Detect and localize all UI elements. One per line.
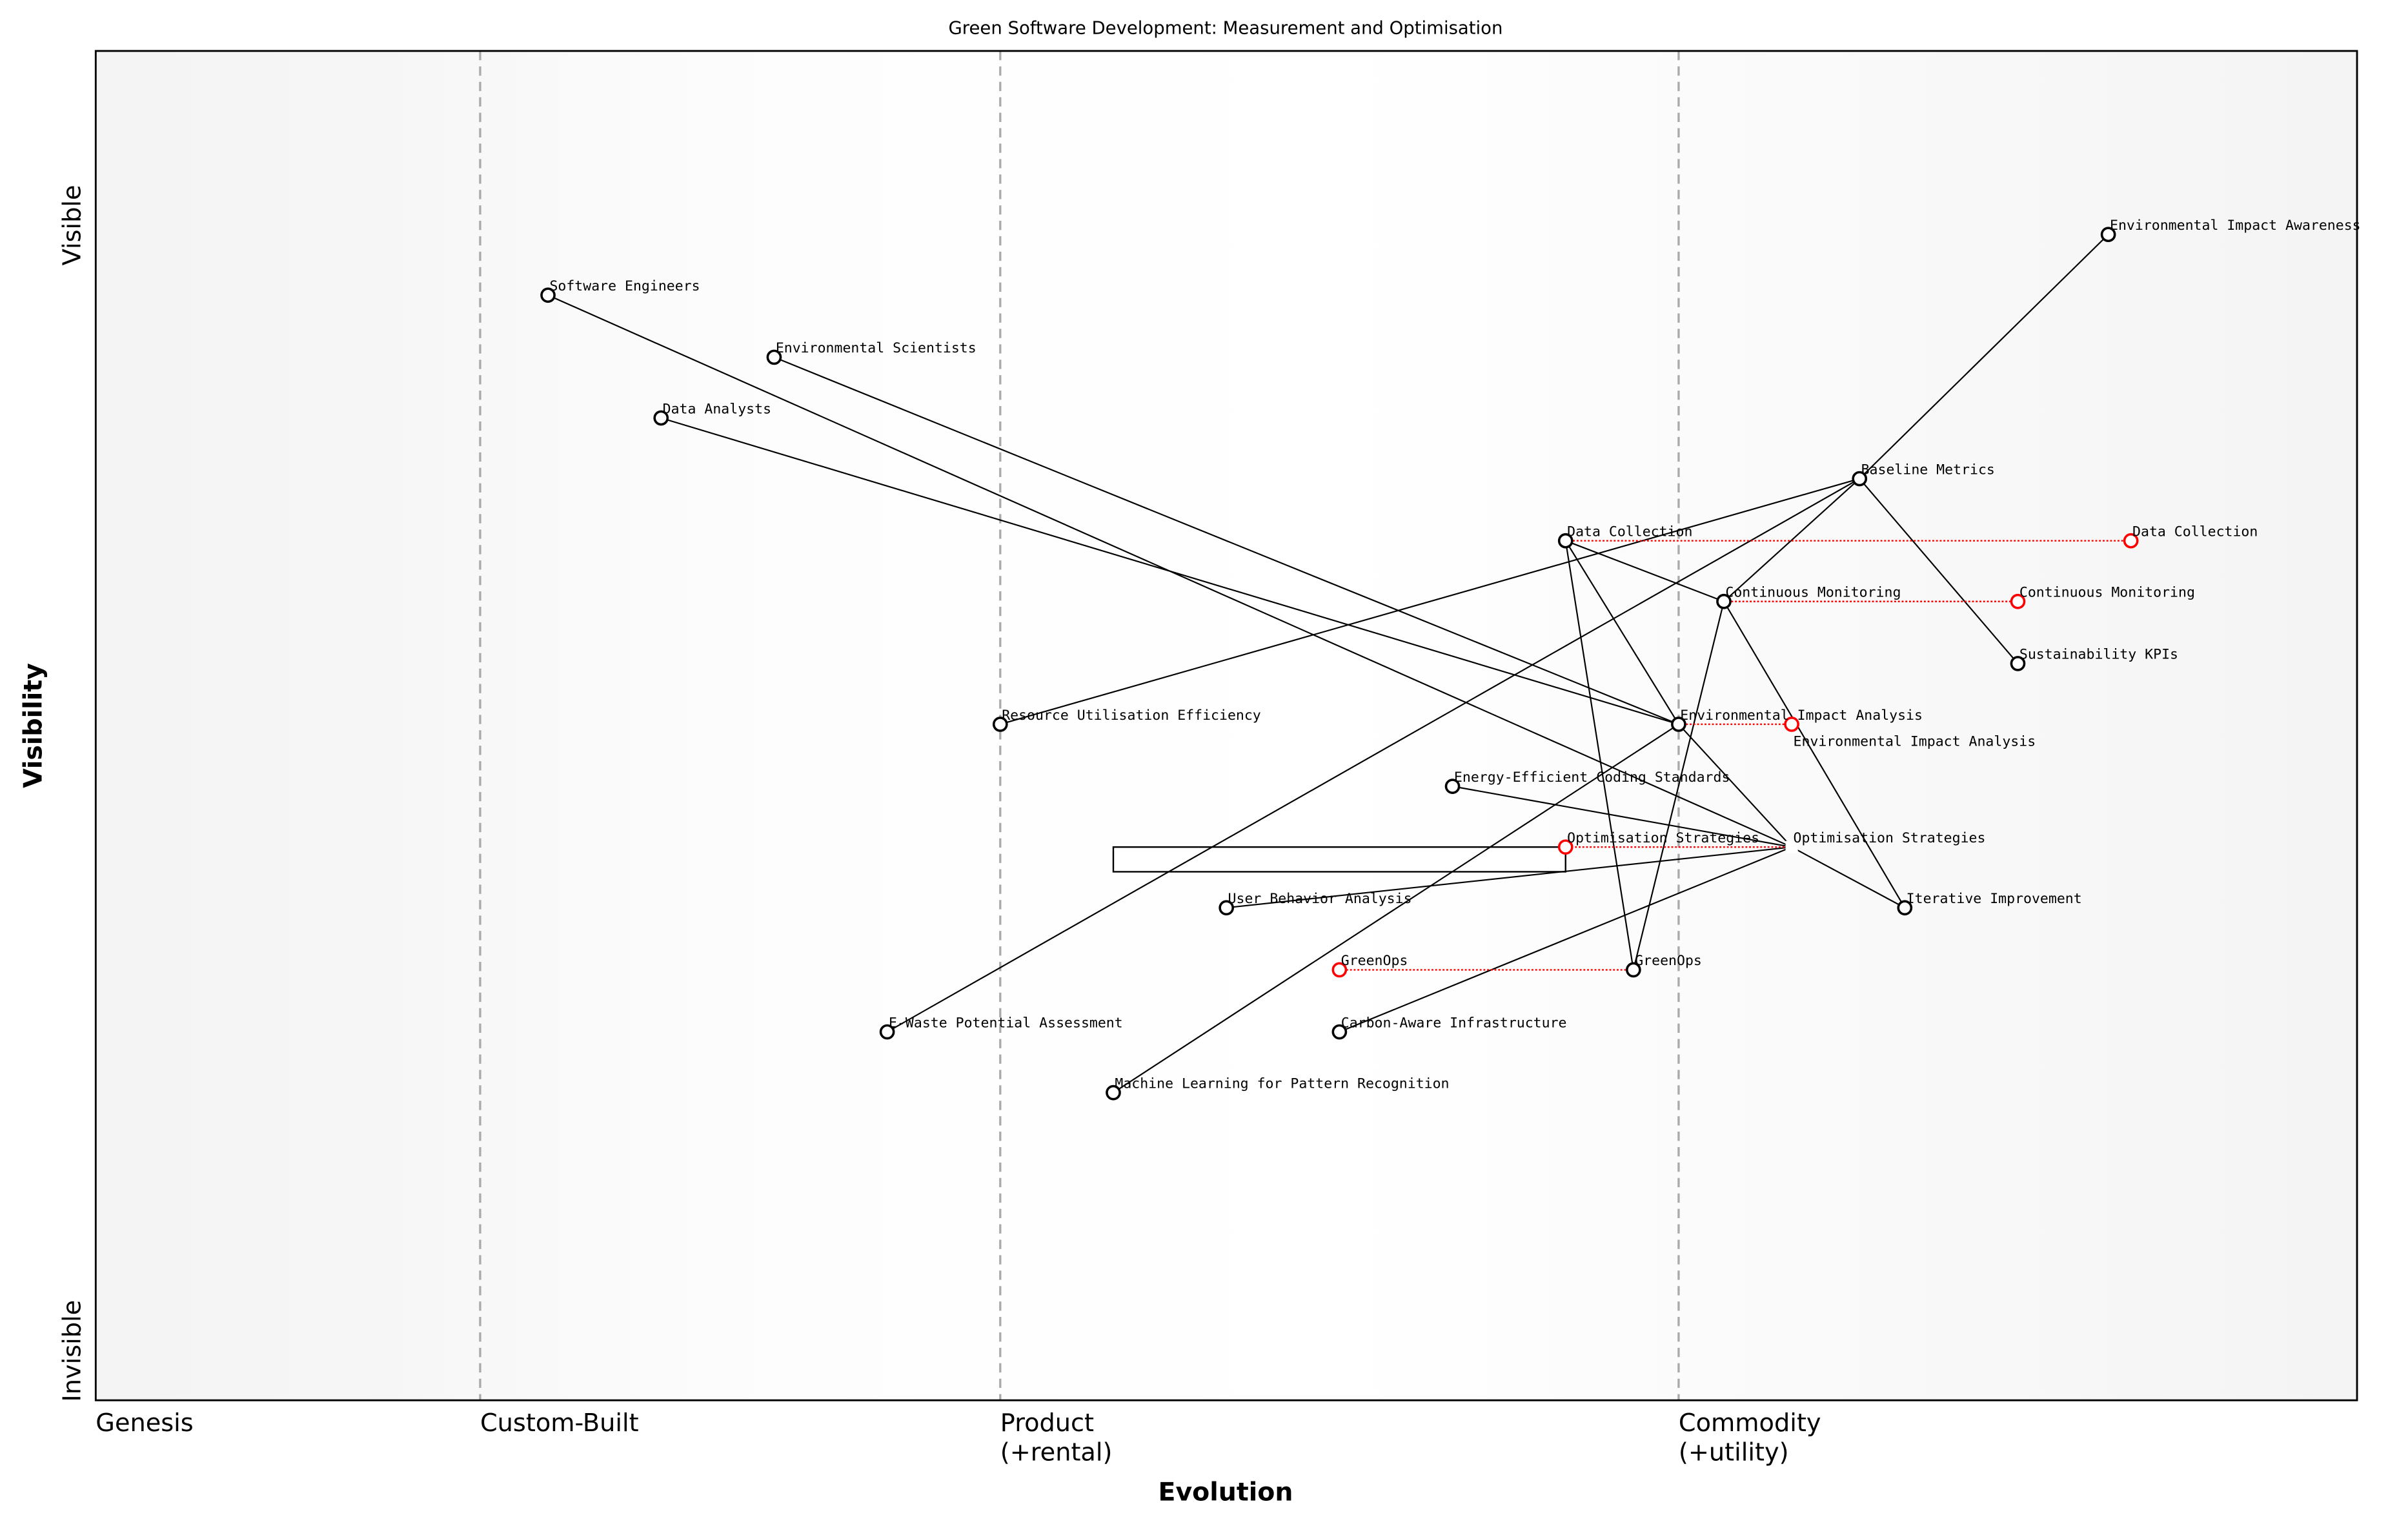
component-marker[interactable]	[1626, 962, 1641, 978]
dependency-link	[1000, 478, 1860, 726]
dependency-link	[1565, 540, 1725, 602]
component-label: Sustainability KPIs	[2019, 647, 2178, 663]
stage-label: Commodity (+utility)	[1679, 1409, 1821, 1467]
component-label: Machine Learning for Pattern Recognition	[1115, 1075, 1449, 1092]
component-label: Optimisation Strategies	[1793, 830, 1985, 846]
evolved-component-label: Continuous Monitoring	[2019, 585, 2195, 601]
dependency-link	[1339, 846, 1792, 1033]
component-label: Data Collection	[1567, 524, 1692, 540]
evolved-component-marker[interactable]	[2010, 593, 2026, 609]
component-label: Baseline Metrics	[1861, 462, 1995, 478]
dependency-link	[1632, 601, 1725, 970]
evolved-component-marker[interactable]	[1331, 962, 1348, 978]
dependency-link	[1859, 234, 2109, 480]
dependency-link	[1226, 846, 1792, 909]
component-marker[interactable]	[1557, 533, 1573, 549]
dependency-link	[1113, 724, 1679, 1094]
component-marker[interactable]	[1897, 900, 1913, 916]
dependency-link	[1859, 478, 2019, 664]
evolved-component-label: Environmental Impact Analysis	[1793, 733, 2036, 749]
component-label: Environmental Impact Awareness	[2110, 218, 2361, 234]
component-marker[interactable]	[992, 717, 1008, 732]
component-marker[interactable]	[879, 1024, 895, 1040]
dependency-link	[1564, 540, 1634, 970]
component-marker[interactable]	[1785, 840, 1798, 853]
evolved-component-marker[interactable]	[2123, 533, 2139, 549]
component-label: Software Engineers	[549, 278, 700, 294]
component-label: Energy-Efficient Coding Standards	[1454, 769, 1730, 786]
component-label: Resource Utilisation Efficiency	[1002, 708, 1261, 724]
component-marker[interactable]	[1219, 900, 1235, 916]
x-axis-label: Evolution	[1158, 1478, 1293, 1507]
dependency-link	[660, 417, 1679, 725]
component-marker[interactable]	[1852, 471, 1868, 487]
stage-label: Genesis	[96, 1409, 193, 1438]
dependency-link	[887, 478, 1860, 1033]
evolved-component-label: Data Collection	[2132, 524, 2258, 540]
evolved-component-marker[interactable]	[1784, 717, 1799, 732]
dependency-link	[1723, 601, 1906, 908]
dependency-link	[774, 356, 1679, 725]
component-marker[interactable]	[1444, 779, 1461, 794]
component-label: Continuous Monitoring	[1725, 585, 1901, 601]
stage-label: Product (+rental)	[1000, 1409, 1113, 1467]
component-marker[interactable]	[1331, 1024, 1348, 1040]
component-label: E-Waste Potential Assessment	[889, 1015, 1123, 1031]
plot-background	[96, 50, 2358, 1401]
y-top-label: Visible	[57, 185, 86, 265]
component-label: Environmental Scientists	[776, 340, 976, 356]
component-label: Carbon-Aware Infrastructure	[1341, 1015, 1567, 1031]
y-bottom-label: Invisible	[57, 1300, 86, 1402]
component-marker[interactable]	[2010, 656, 2026, 671]
component-marker[interactable]	[1671, 717, 1686, 732]
component-marker[interactable]	[766, 349, 782, 365]
evolved-component-label: GreenOps	[1341, 953, 1408, 969]
component-marker[interactable]	[653, 410, 669, 426]
component-label: Data Analysts	[663, 401, 771, 417]
component-marker[interactable]	[2100, 227, 2116, 243]
plot-frame	[94, 50, 2358, 1401]
evolved-component-label: Optimisation Strategies	[1567, 830, 1759, 846]
dependency-link	[1564, 540, 1679, 725]
map-title: Green Software Development: Measurement …	[949, 18, 1503, 39]
component-marker[interactable]	[540, 287, 556, 303]
evolved-component-marker[interactable]	[1557, 839, 1573, 855]
component-label: Iterative Improvement	[1907, 891, 2082, 907]
dependency-link	[1452, 786, 1792, 848]
stage-label: Custom-Built	[480, 1409, 639, 1438]
component-label: GreenOps	[1635, 953, 1702, 969]
component-label: Environmental Impact Analysis	[1680, 708, 1923, 724]
component-marker[interactable]	[1106, 1084, 1121, 1101]
component-label: User Behavior Analysis	[1228, 891, 1412, 907]
dependency-link	[1791, 846, 1905, 909]
dependency-link	[1678, 724, 1792, 848]
component-marker[interactable]	[1716, 593, 1732, 609]
y-axis-label: Visibility	[19, 663, 48, 788]
pipeline-box	[1112, 846, 1566, 873]
